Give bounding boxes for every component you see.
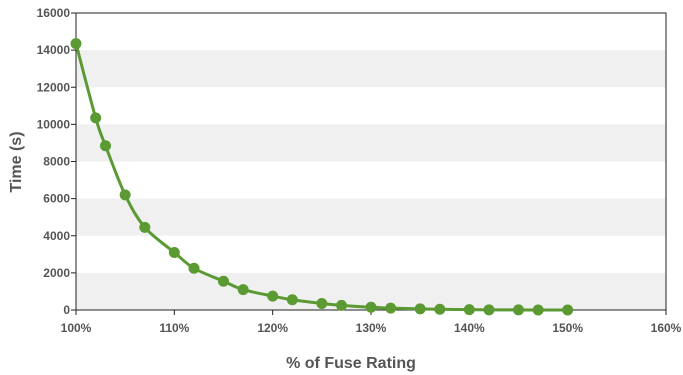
data-point <box>434 303 446 315</box>
data-point <box>385 302 397 314</box>
y-tick-label: 0 <box>63 303 70 317</box>
data-point <box>100 140 111 152</box>
data-point <box>237 284 249 296</box>
grid-band <box>76 198 666 236</box>
y-axis-title: Time (s) <box>8 131 25 192</box>
data-point <box>286 294 298 306</box>
data-point <box>532 304 544 316</box>
y-tick-label: 12000 <box>37 80 71 94</box>
grid-band <box>76 50 666 88</box>
y-tick-label: 16000 <box>37 6 71 20</box>
data-point <box>139 221 151 233</box>
y-tick-label: 14000 <box>37 43 71 57</box>
data-point <box>483 304 495 316</box>
data-point <box>562 304 574 316</box>
data-point <box>90 112 102 124</box>
data-point <box>463 304 475 316</box>
x-tick-label: 160% <box>651 321 682 335</box>
data-point <box>188 262 200 274</box>
data-point <box>70 38 82 50</box>
data-point <box>513 304 524 316</box>
x-tick-label: 100% <box>61 321 92 335</box>
data-point <box>316 298 328 310</box>
data-point <box>168 246 180 258</box>
y-axis-ticks: 0 2000 4000 6000 8000 10000 12000 14000 16000 <box>37 6 76 317</box>
data-point <box>365 301 377 313</box>
y-tick-label: 2000 <box>43 266 70 280</box>
data-point <box>218 275 229 287</box>
grid-band <box>76 124 666 162</box>
x-tick-label: 120% <box>257 321 288 335</box>
x-tick-label: 110% <box>159 321 189 335</box>
y-tick-label: 10000 <box>37 117 71 131</box>
x-tick-label: 130% <box>356 321 387 335</box>
data-points <box>70 38 574 316</box>
x-tick-label: 140% <box>454 321 485 335</box>
x-tick-label: 150% <box>552 321 583 335</box>
data-point <box>267 290 279 302</box>
data-point <box>414 303 426 315</box>
data-point <box>119 189 131 201</box>
y-tick-label: 8000 <box>43 155 70 169</box>
series-line <box>74 42 570 312</box>
grid-bands <box>76 50 666 310</box>
y-tick-label: 6000 <box>43 192 70 206</box>
data-point <box>336 299 347 311</box>
x-axis-ticks: 100% 110% 120% 130% 140% 150% 160% <box>61 310 682 335</box>
x-axis-title: % of Fuse Rating <box>286 355 416 372</box>
y-tick-label: 4000 <box>43 229 70 243</box>
